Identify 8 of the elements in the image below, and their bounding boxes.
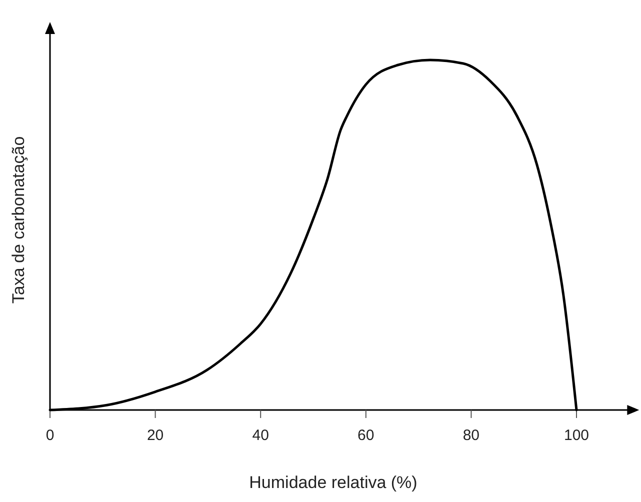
- x-tick-label: 0: [46, 427, 54, 444]
- x-tick-label: 80: [462, 427, 480, 444]
- x-tick-label: 40: [252, 427, 269, 444]
- x-tick-label: 60: [358, 427, 374, 444]
- x-axis-title: Humidade relativa (%): [249, 473, 418, 492]
- x-tick-label: 100: [564, 427, 590, 444]
- y-axis-title: Taxa de carbonatação: [9, 136, 28, 304]
- x-tick-label: 20: [146, 427, 164, 444]
